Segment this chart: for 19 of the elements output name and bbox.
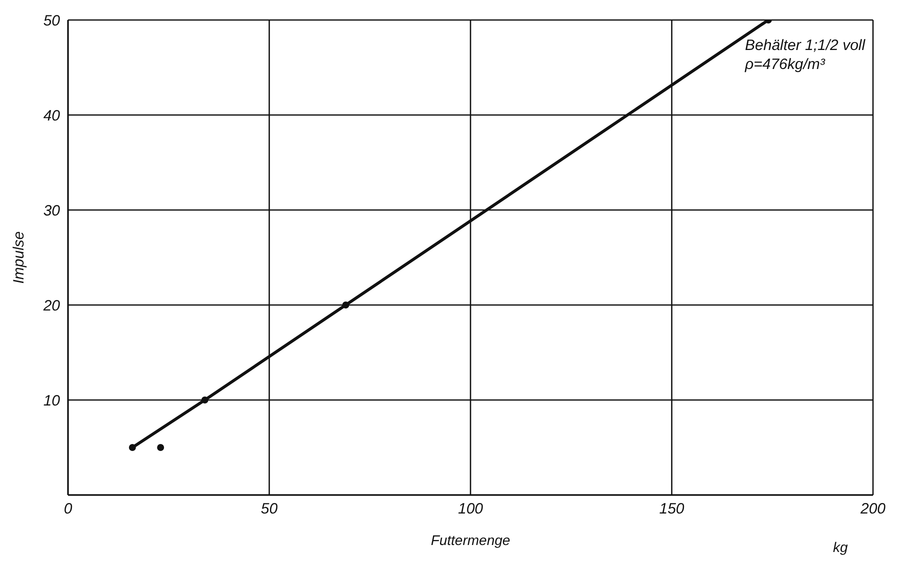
point — [342, 302, 350, 308]
x-tick-label: 50 — [260, 500, 278, 518]
x-tick-label: 0 — [64, 500, 73, 518]
point — [157, 444, 164, 451]
x-tick-label: 100 — [458, 500, 484, 518]
y-tick-label: 20 — [42, 297, 61, 314]
y-axis-title: Impulse — [10, 231, 28, 284]
point — [128, 444, 136, 451]
text: kg — [833, 539, 848, 555]
annotation: Behälter 1;1/2 voll — [745, 36, 866, 55]
y-tick-label: 50 — [43, 12, 61, 30]
point — [201, 396, 208, 404]
y-tick-label: 30 — [43, 202, 61, 220]
y-tick-label: 40 — [43, 107, 61, 124]
x-tick-label: 150 — [659, 500, 685, 518]
y-tick-label: 10 — [43, 392, 61, 410]
x-axis-title: Futtermenge — [430, 532, 510, 548]
x-tick-label: 200 — [859, 500, 886, 518]
annotation: ρ=476kg/m³ — [745, 55, 826, 74]
